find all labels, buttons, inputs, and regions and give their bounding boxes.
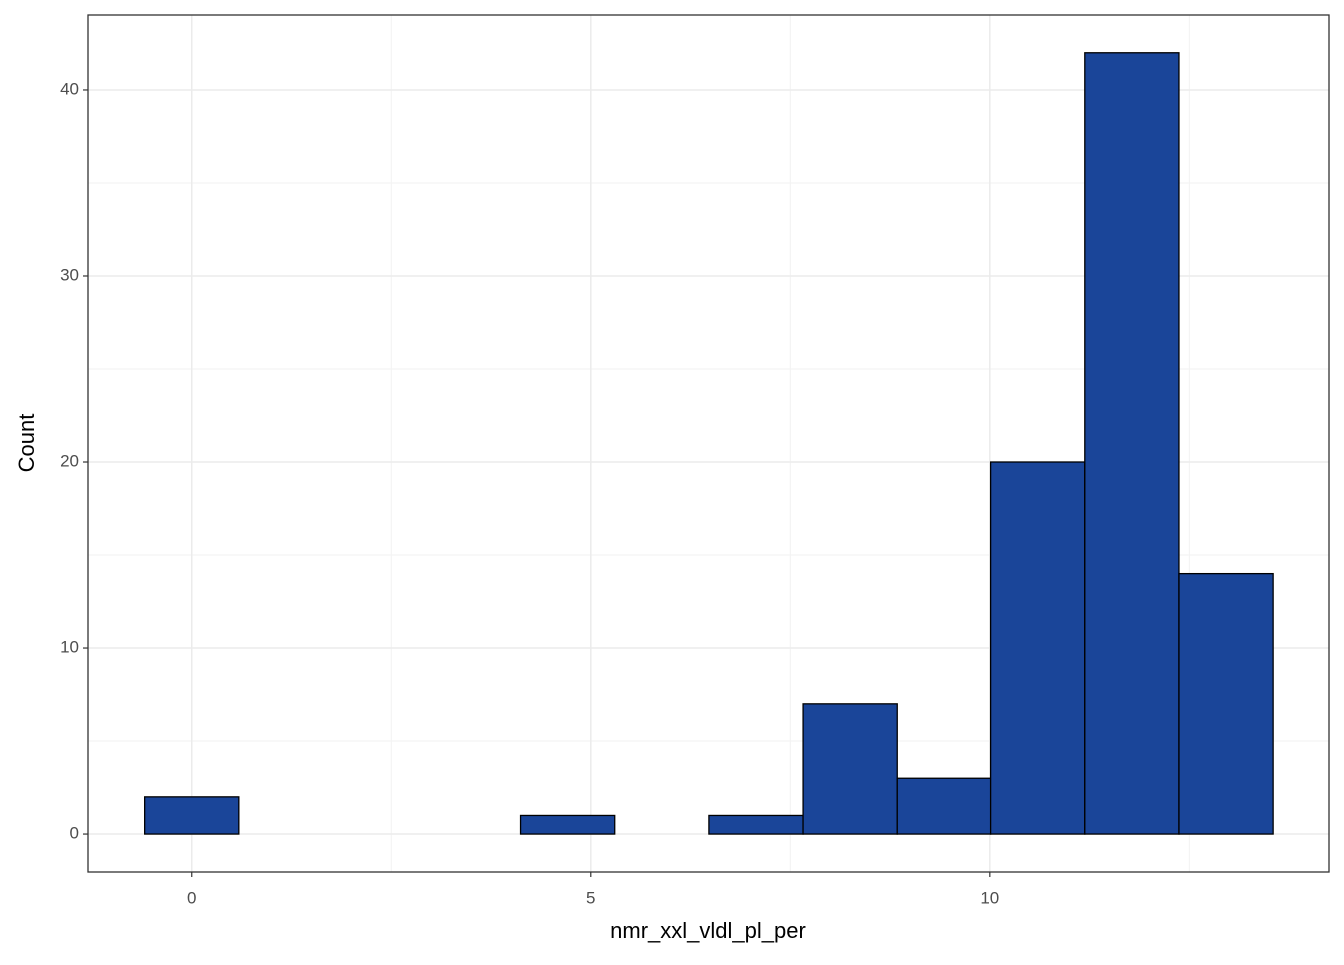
y-tick-label: 20	[60, 451, 79, 470]
bar	[519, 814, 616, 835]
bar	[144, 796, 240, 835]
y-tick-label: 10	[60, 638, 79, 657]
bar	[896, 777, 992, 835]
bar	[802, 703, 898, 835]
x-tick-label: 10	[980, 888, 999, 907]
x-axis-title: nmr_xxl_vldl_pl_per	[610, 918, 806, 943]
x-tick-label: 5	[586, 888, 595, 907]
bar	[989, 461, 1086, 835]
y-tick-label: 40	[60, 79, 79, 98]
panel-border	[87, 14, 1330, 873]
bar	[708, 814, 804, 835]
y-tick-label: 0	[70, 824, 79, 843]
bar	[1178, 572, 1274, 835]
bar	[1084, 52, 1180, 835]
y-tick-label: 30	[60, 265, 79, 284]
y-axis-title: Count	[14, 414, 39, 473]
x-tick-label: 0	[187, 888, 196, 907]
